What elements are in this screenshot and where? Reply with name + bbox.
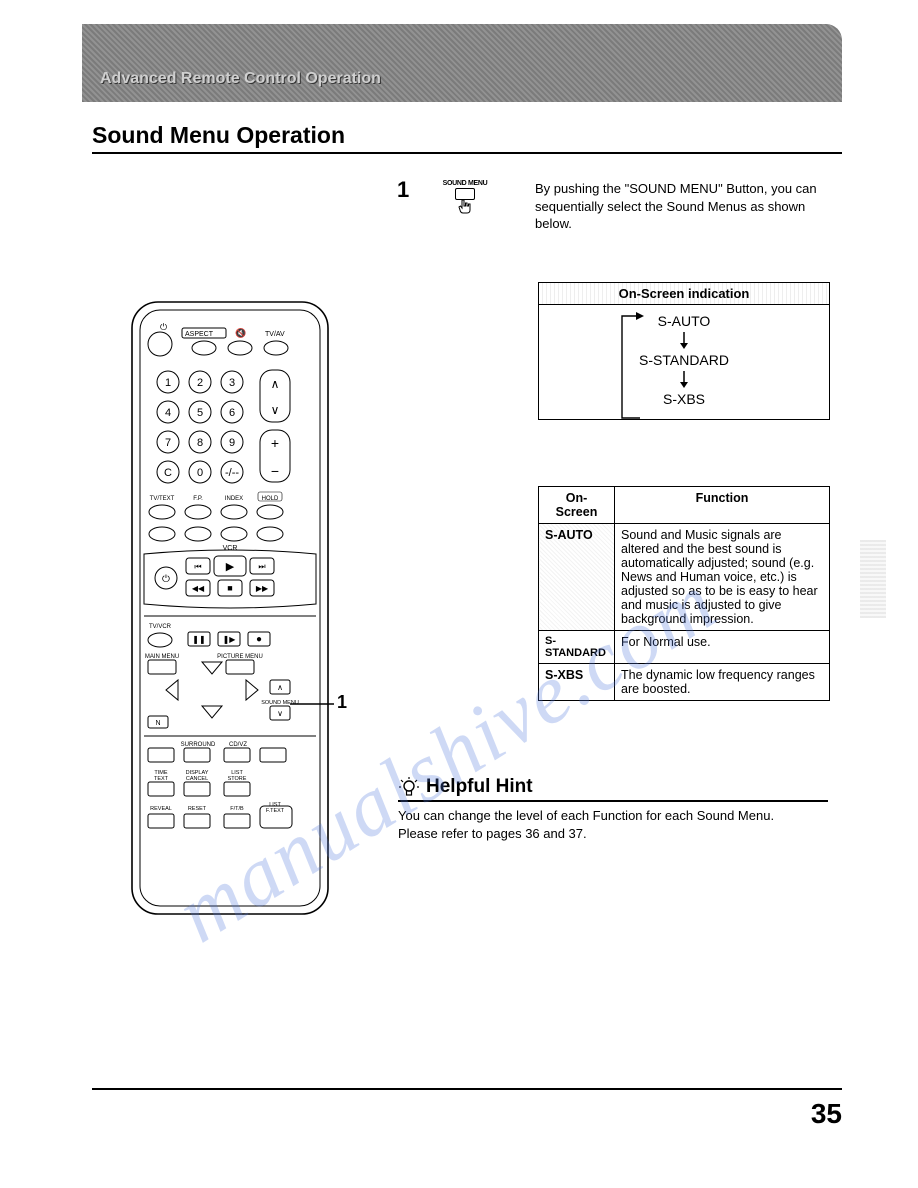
sound-menu-button-icon: SOUND MENU bbox=[440, 180, 490, 218]
flow-item: S-STANDARD bbox=[539, 352, 829, 369]
function-table: On-Screen Function S-AUTO Sound and Musi… bbox=[538, 486, 830, 701]
svg-text:3: 3 bbox=[229, 377, 235, 389]
svg-text:F.P.: F.P. bbox=[193, 496, 203, 502]
table-row: S-STANDARD For Normal use. bbox=[539, 631, 830, 664]
title-rule bbox=[92, 152, 842, 154]
svg-text:2: 2 bbox=[197, 377, 203, 389]
chapter-banner bbox=[82, 24, 842, 102]
svg-text:SURROUND: SURROUND bbox=[181, 742, 216, 748]
onscreen-indication-box: On-Screen indication S-AUTO S-STANDARD S… bbox=[538, 282, 830, 420]
flow-header: On-Screen indication bbox=[539, 283, 829, 305]
row-desc: For Normal use. bbox=[615, 631, 830, 664]
svg-text:8: 8 bbox=[197, 437, 203, 449]
svg-text:CANCEL: CANCEL bbox=[186, 776, 208, 782]
svg-text:∨: ∨ bbox=[277, 709, 283, 718]
svg-text:⏭: ⏭ bbox=[258, 562, 265, 571]
row-name: S-AUTO bbox=[539, 524, 615, 631]
svg-text:+: + bbox=[271, 435, 279, 451]
flow-body: S-AUTO S-STANDARD S-XBS bbox=[539, 305, 829, 419]
hint-rule bbox=[398, 800, 828, 802]
step-intro-text: By pushing the "SOUND MENU" Button, you … bbox=[535, 180, 825, 233]
svg-text:●: ● bbox=[256, 634, 262, 645]
svg-text:TV/TEXT: TV/TEXT bbox=[150, 496, 175, 502]
svg-text:INDEX: INDEX bbox=[225, 496, 243, 502]
svg-text:RESET: RESET bbox=[188, 806, 207, 812]
svg-text:∨: ∨ bbox=[271, 403, 280, 417]
hint-title: Helpful Hint bbox=[426, 776, 533, 798]
svg-text:N: N bbox=[155, 720, 160, 727]
svg-text:TEXT: TEXT bbox=[154, 776, 169, 782]
tvav-label: TV/AV bbox=[265, 331, 285, 338]
remote-diagram: ⏻ ASPECT 🔇 TV/AV 1 2 3 4 5 6 7 8 9 0 -/-… bbox=[130, 300, 330, 925]
svg-text:◀◀: ◀◀ bbox=[192, 584, 205, 593]
svg-text:VCR: VCR bbox=[223, 545, 238, 552]
hint-body: You can change the level of each Functio… bbox=[398, 807, 828, 843]
svg-text:-/--: -/-- bbox=[225, 467, 239, 479]
lightbulb-icon bbox=[398, 776, 420, 798]
hand-pointer-icon bbox=[455, 198, 475, 218]
svg-text:0: 0 bbox=[197, 467, 203, 479]
svg-text:7: 7 bbox=[165, 437, 171, 449]
svg-text:F.TEXT: F.TEXT bbox=[266, 808, 285, 814]
hint-line: You can change the level of each Functio… bbox=[398, 807, 828, 825]
svg-text:CD/VZ: CD/VZ bbox=[229, 742, 247, 748]
aspect-label: ASPECT bbox=[185, 331, 214, 338]
hint-line: Please refer to pages 36 and 37. bbox=[398, 825, 828, 843]
step-number: 1 bbox=[397, 177, 409, 203]
table-row: S-XBS The dynamic low frequency ranges a… bbox=[539, 664, 830, 701]
svg-text:❚❚: ❚❚ bbox=[192, 635, 205, 644]
svg-text:6: 6 bbox=[229, 407, 235, 419]
table-header: On-Screen bbox=[539, 487, 615, 524]
row-name: S-STANDARD bbox=[539, 631, 615, 664]
helpful-hint-box: Helpful Hint You can change the level of… bbox=[398, 776, 828, 843]
svg-text:1: 1 bbox=[165, 377, 171, 389]
svg-text:❚▶: ❚▶ bbox=[223, 635, 237, 644]
footer-rule bbox=[92, 1088, 842, 1090]
scan-artifact bbox=[860, 540, 886, 618]
row-desc: Sound and Music signals are altered and … bbox=[615, 524, 830, 631]
table-row: S-AUTO Sound and Music signals are alter… bbox=[539, 524, 830, 631]
svg-text:🔇: 🔇 bbox=[235, 327, 246, 338]
svg-text:⏮: ⏮ bbox=[194, 562, 201, 571]
svg-text:PICTURE MENU: PICTURE MENU bbox=[217, 654, 263, 660]
row-name: S-XBS bbox=[539, 664, 615, 701]
svg-text:▶▶: ▶▶ bbox=[256, 584, 269, 593]
svg-text:STORE: STORE bbox=[228, 776, 247, 782]
svg-text:■: ■ bbox=[227, 583, 232, 593]
svg-text:⏻: ⏻ bbox=[162, 574, 170, 585]
svg-text:C: C bbox=[164, 467, 172, 479]
flow-item: S-AUTO bbox=[539, 313, 829, 330]
page-number: 35 bbox=[811, 1098, 842, 1130]
button-label: SOUND MENU bbox=[440, 180, 490, 187]
chapter-banner-text: Advanced Remote Control Operation bbox=[100, 70, 381, 88]
svg-text:−: − bbox=[271, 463, 279, 479]
hint-title-row: Helpful Hint bbox=[398, 776, 828, 798]
svg-text:F/T/B: F/T/B bbox=[230, 806, 244, 812]
flow-item: S-XBS bbox=[539, 391, 829, 408]
svg-text:∧: ∧ bbox=[277, 683, 283, 692]
svg-text:▶: ▶ bbox=[226, 561, 235, 573]
section-title: Sound Menu Operation bbox=[92, 122, 345, 149]
svg-text:4: 4 bbox=[165, 407, 171, 419]
svg-text:5: 5 bbox=[197, 407, 203, 419]
svg-text:9: 9 bbox=[229, 437, 235, 449]
loop-arrow-icon bbox=[618, 310, 644, 425]
table-header: Function bbox=[615, 487, 830, 524]
page: Advanced Remote Control Operation Sound … bbox=[0, 0, 918, 1188]
svg-text:TV/VCR: TV/VCR bbox=[149, 624, 172, 630]
svg-text:∧: ∧ bbox=[271, 377, 280, 391]
row-desc: The dynamic low frequency ranges are boo… bbox=[615, 664, 830, 701]
callout-number: 1 bbox=[337, 692, 347, 713]
arrow-down-icon bbox=[539, 332, 829, 350]
svg-text:REVEAL: REVEAL bbox=[150, 806, 172, 812]
arrow-down-icon bbox=[539, 371, 829, 389]
svg-text:MAIN MENU: MAIN MENU bbox=[145, 654, 179, 660]
svg-text:⏻: ⏻ bbox=[160, 322, 167, 332]
